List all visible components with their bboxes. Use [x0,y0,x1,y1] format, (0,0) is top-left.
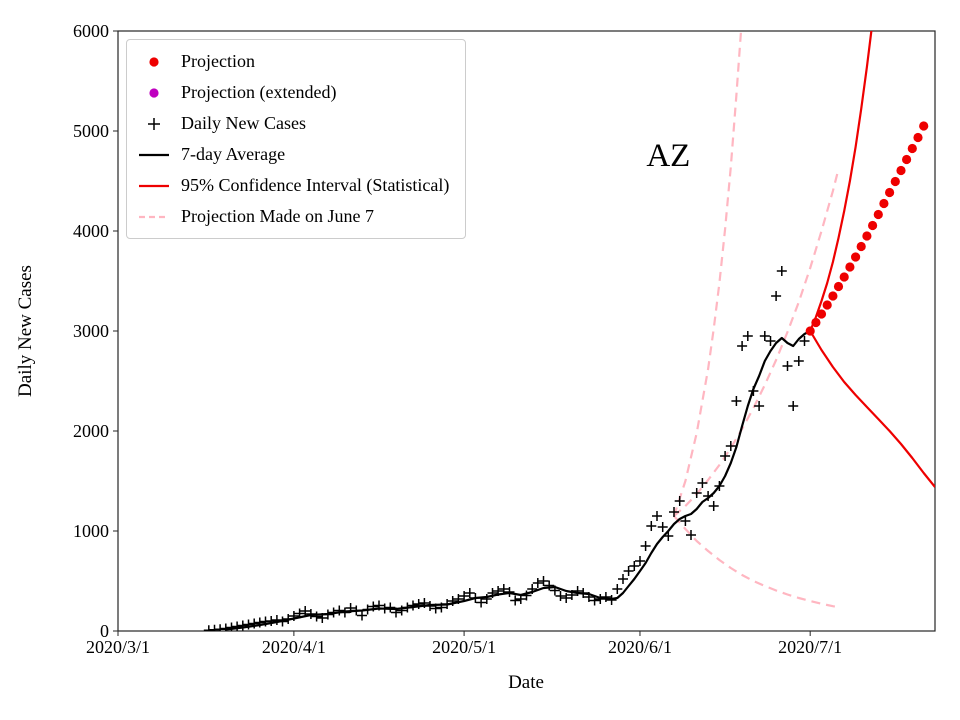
legend-item-7-day-average: 7-day Average [137,141,449,168]
y-tick-label: 5000 [73,121,109,141]
legend-item-projection: Projection [137,48,449,75]
legend-label: Daily New Cases [181,113,306,133]
legend-item-projection-made-on-june-7: Projection Made on June 7 [137,203,449,230]
series-95-confidence-interval-statistical [809,31,935,488]
series-projection [805,121,929,336]
legend-label: Projection (extended) [181,82,337,102]
y-tick-label: 4000 [73,221,109,241]
x-tick-label: 2020/6/1 [608,637,672,657]
state-annotation: AZ [646,138,690,174]
y-tick-label: 2000 [73,421,109,441]
y-tick-label: 6000 [73,21,109,41]
y-tick-label: 3000 [73,321,109,341]
projection-extended-dot-icon [149,87,159,98]
series-projection-made-on-june-7 [672,31,840,609]
y-tick-label: 1000 [73,521,109,541]
legend-label: 7-day Average [181,144,286,164]
x-axis-title: Date [508,672,544,693]
95-confidence-interval-statistical-line-icon [139,184,169,187]
projection-dot-icon [149,56,159,67]
daily-new-cases-plus-icon [148,117,160,130]
legend: Projection Projection (extended) Daily New… [126,39,467,239]
legend-item-95-confidence-interval-statistical: 95% Confidence Interval (Statistical) [137,172,449,199]
legend-label: Projection Made on June 7 [181,206,374,226]
legend-item-projection-extended: Projection (extended) [137,79,449,106]
series-7-day-average [225,330,811,631]
x-tick-label: 2020/5/1 [432,637,496,657]
legend-label: 95% Confidence Interval (Statistical) [181,175,450,195]
x-tick-label: 2020/3/1 [86,637,150,657]
series-daily-new-cases [203,266,810,631]
y-tick-label: 0 [100,621,109,641]
x-tick-label: 2020/4/1 [262,637,326,657]
y-axis-title: Daily New Cases [15,265,36,397]
legend-item-daily-new-cases: Daily New Cases [137,110,449,137]
7-day-average-line-icon [139,153,169,156]
x-tick-label: 2020/7/1 [778,637,842,657]
projection-made-on-june-7-dashed-line-icon [139,215,169,218]
legend-label: Projection [181,51,255,71]
